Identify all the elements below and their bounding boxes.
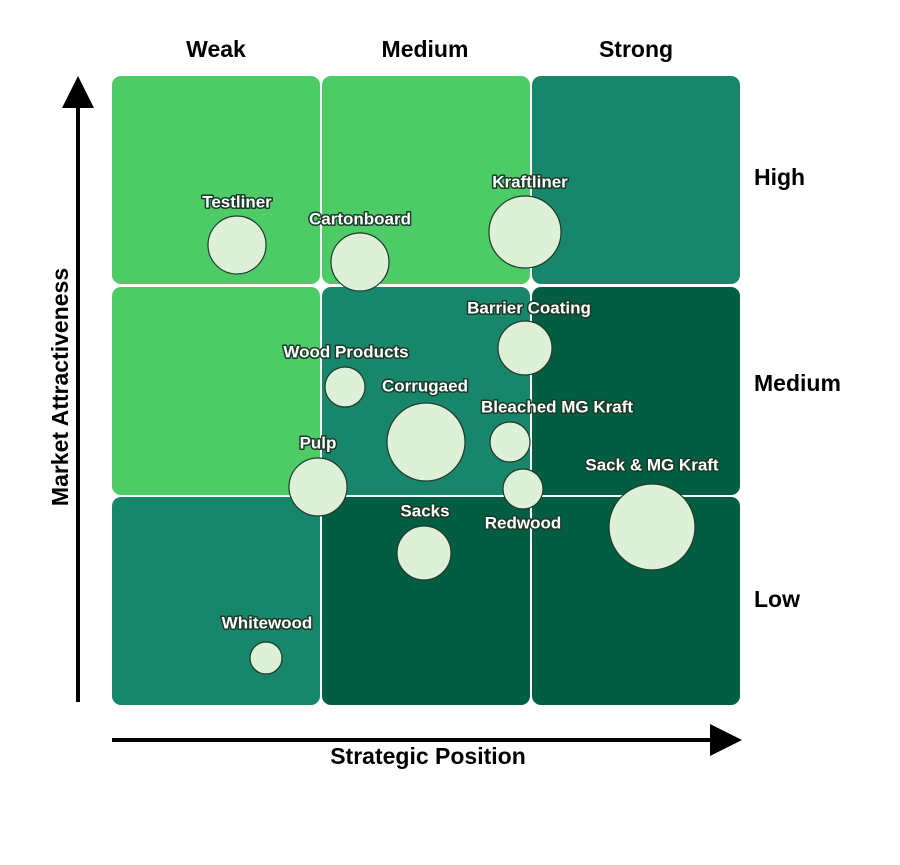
bubble-label: Corrugaed bbox=[382, 376, 468, 395]
bubble-label: Cartonboard bbox=[309, 209, 411, 228]
x-axis-title: Strategic Position bbox=[330, 743, 526, 769]
bubble bbox=[488, 195, 562, 269]
matrix-cell bbox=[112, 497, 320, 705]
bubble-label: Kraftliner bbox=[492, 172, 568, 191]
bubble-label: Testliner bbox=[202, 192, 272, 211]
bubble-label: Wood Products bbox=[283, 342, 408, 361]
bubble-label: Sacks bbox=[400, 501, 449, 520]
column-header: Medium bbox=[382, 36, 469, 62]
matrix-cell bbox=[532, 287, 740, 495]
matrix-cell bbox=[532, 76, 740, 284]
matrix-cell bbox=[322, 497, 530, 705]
column-header: Strong bbox=[599, 36, 673, 62]
bubble-label: Redwood bbox=[485, 513, 562, 532]
matrix-cell bbox=[112, 287, 320, 495]
y-axis-title: Market Attractiveness bbox=[47, 268, 73, 506]
bubble bbox=[330, 232, 390, 292]
bubble bbox=[386, 402, 466, 482]
bubble-label: Bleached MG Kraft bbox=[481, 397, 633, 416]
matrix-cell bbox=[322, 287, 530, 495]
column-header: Weak bbox=[186, 36, 246, 62]
matrix-cell bbox=[112, 76, 320, 284]
bubble bbox=[249, 641, 283, 675]
bubble-label: Whitewood bbox=[222, 613, 313, 632]
bubble-label: Sack & MG Kraft bbox=[585, 455, 719, 474]
row-header: High bbox=[754, 164, 805, 190]
bubble bbox=[396, 525, 452, 581]
bubble bbox=[324, 366, 366, 408]
bubble bbox=[608, 483, 696, 571]
row-header: Medium bbox=[754, 370, 841, 396]
bubble-label: Barrier Coating bbox=[467, 298, 591, 317]
bubble-label: Pulp bbox=[300, 433, 337, 452]
bubble bbox=[207, 215, 267, 275]
bubble bbox=[489, 421, 531, 463]
row-header: Low bbox=[754, 586, 800, 612]
bubble bbox=[502, 468, 544, 510]
bubble bbox=[497, 320, 553, 376]
matrix-cell bbox=[322, 76, 530, 284]
bubble bbox=[288, 457, 348, 517]
